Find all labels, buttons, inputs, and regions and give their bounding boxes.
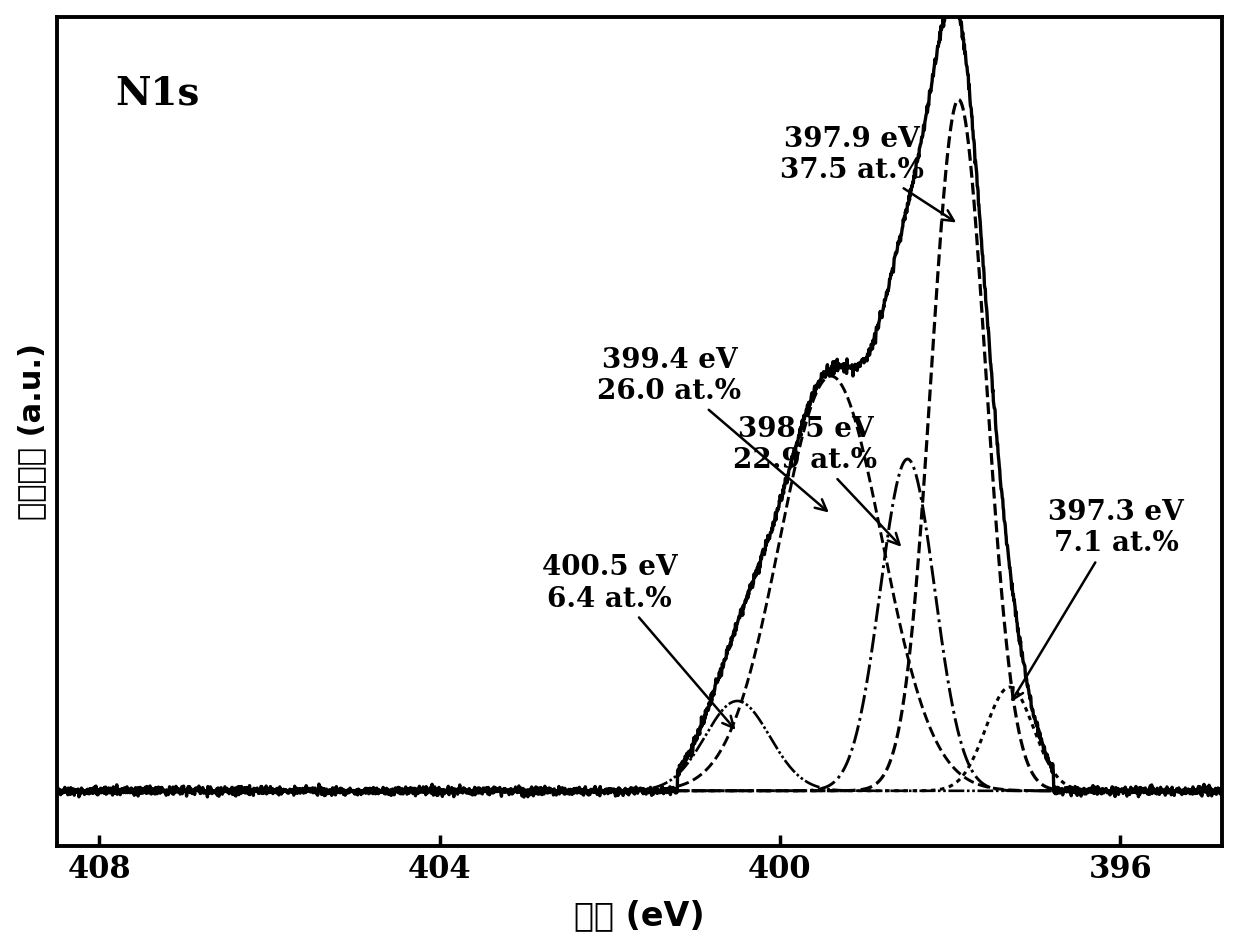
Text: 397.9 eV
37.5 at.%: 397.9 eV 37.5 at.% bbox=[781, 126, 954, 221]
Text: 400.5 eV
6.4 at.%: 400.5 eV 6.4 at.% bbox=[541, 554, 733, 728]
X-axis label: 键能 (eV): 键能 (eV) bbox=[574, 900, 705, 932]
Text: 397.3 eV
7.1 at.%: 397.3 eV 7.1 at.% bbox=[1012, 499, 1183, 699]
Y-axis label: 相对强度 (a.u.): 相对强度 (a.u.) bbox=[16, 343, 46, 520]
Text: 399.4 eV
26.0 at.%: 399.4 eV 26.0 at.% bbox=[597, 347, 826, 511]
Text: N1s: N1s bbox=[115, 75, 199, 113]
Text: 398.5 eV
22.9 at.%: 398.5 eV 22.9 at.% bbox=[733, 416, 900, 545]
